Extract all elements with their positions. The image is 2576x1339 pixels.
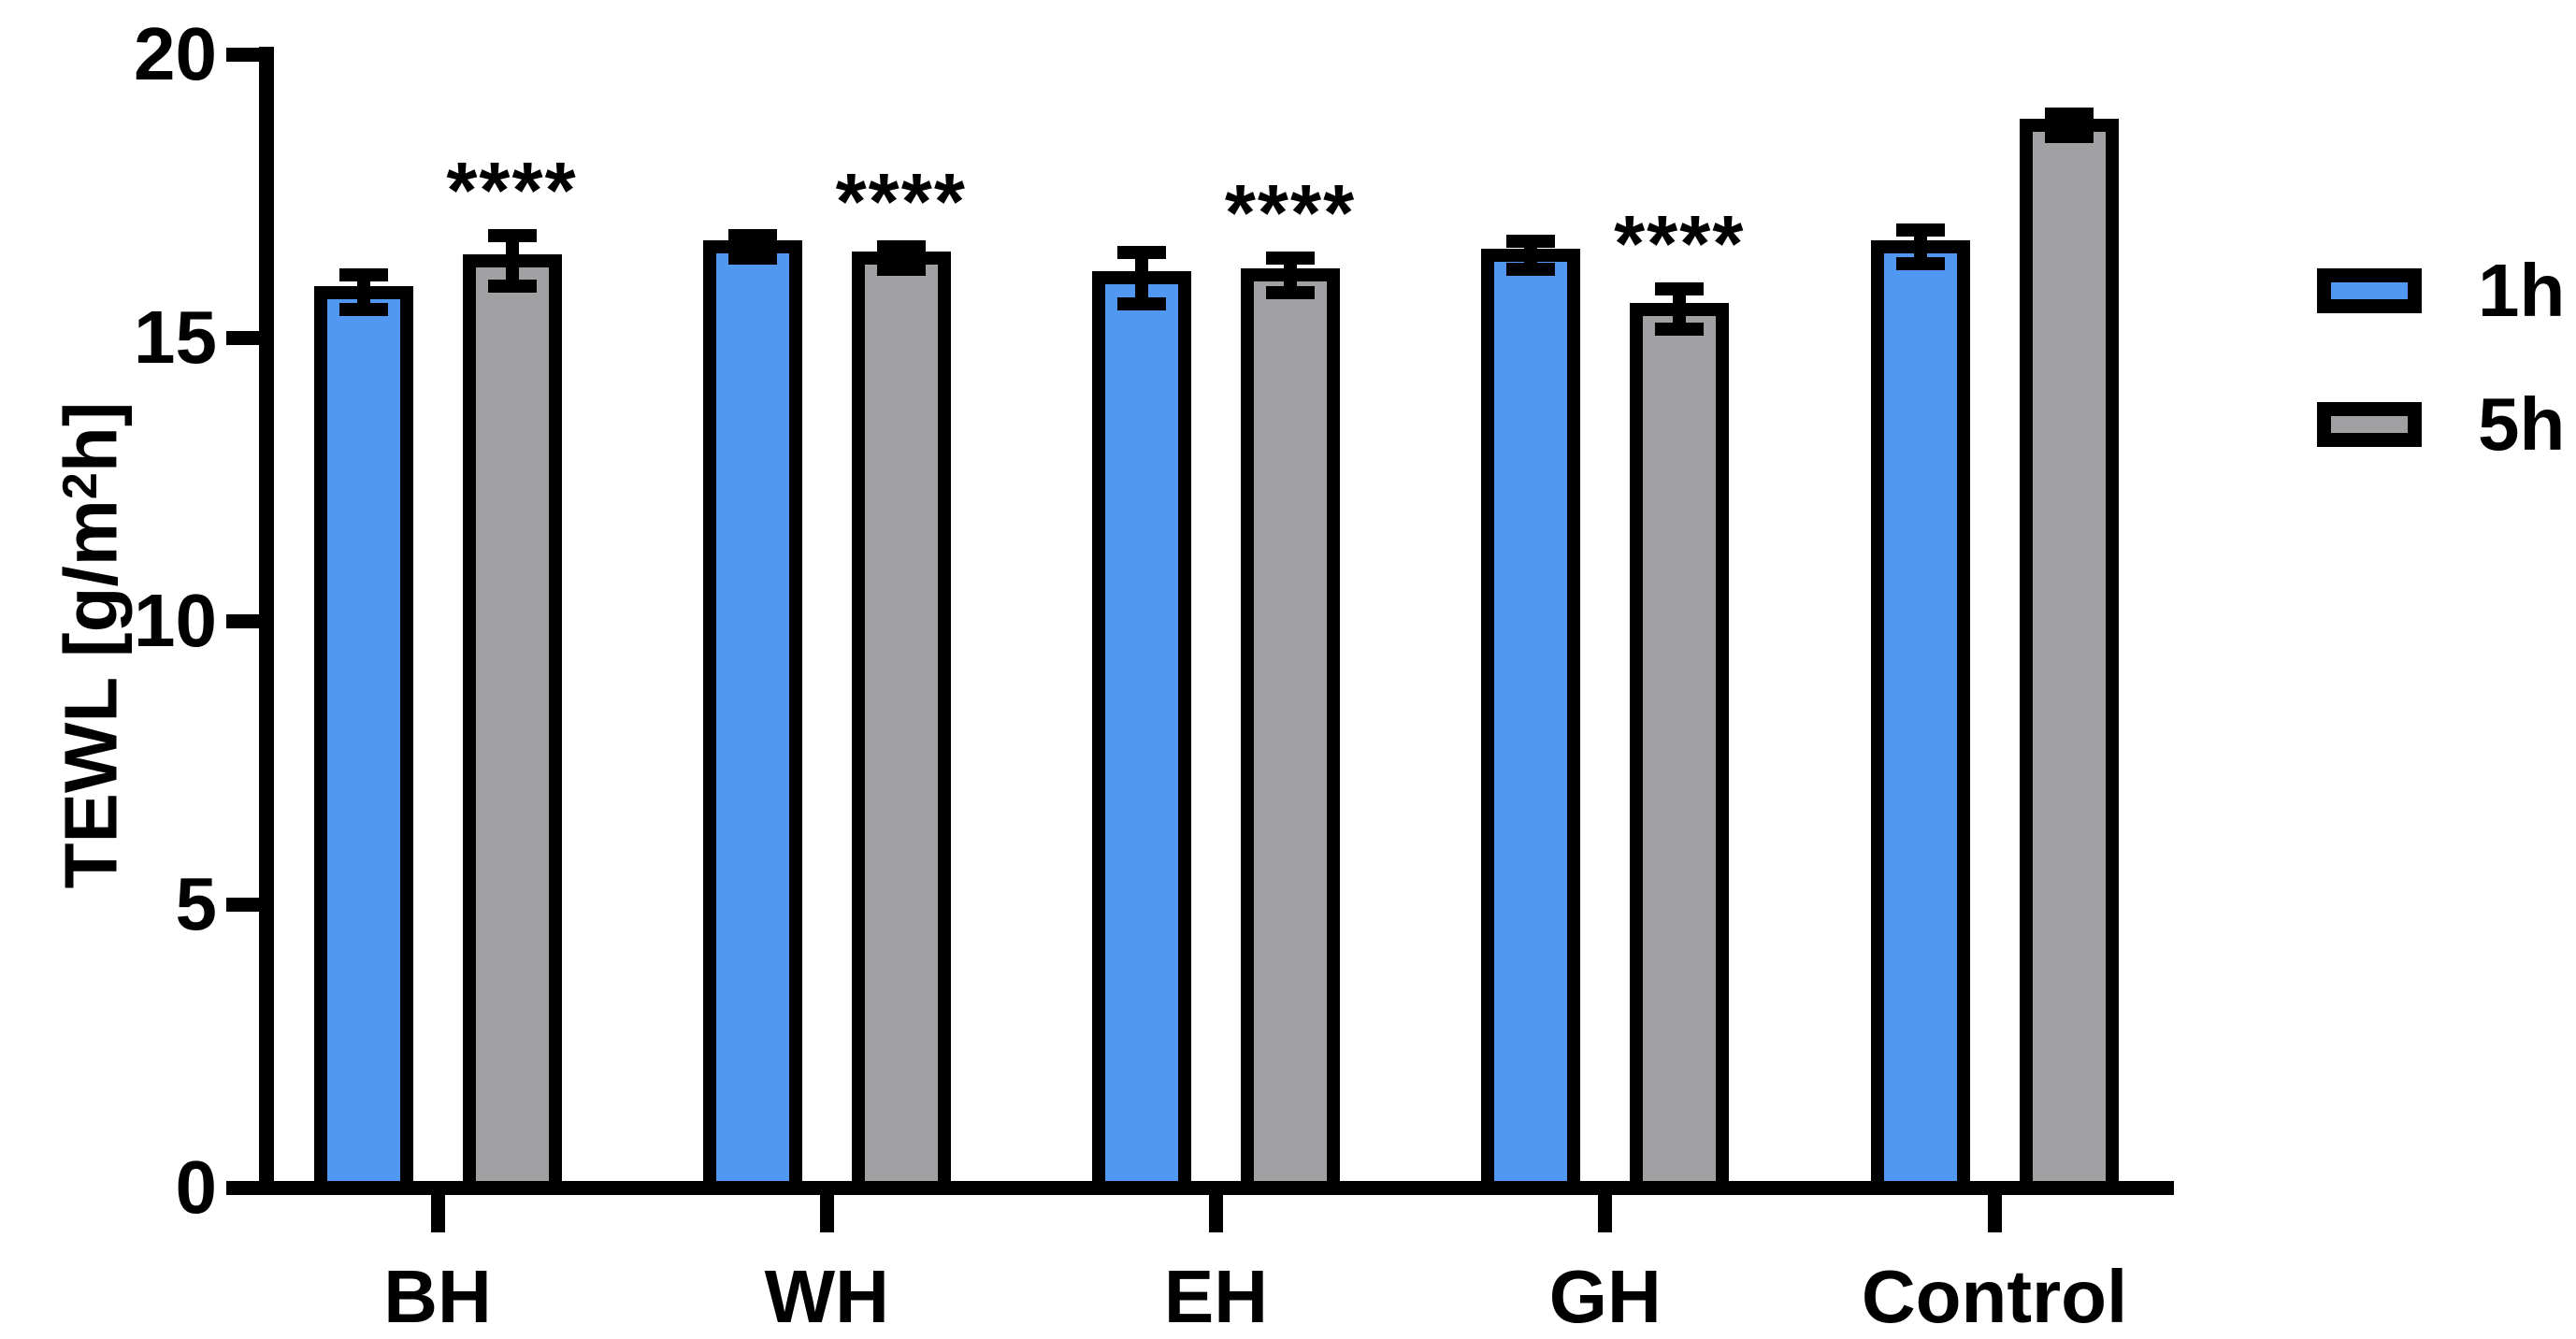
error-bar-cap-lower xyxy=(1266,285,1315,299)
error-bar-cap-lower xyxy=(1117,296,1166,310)
legend-label-1h: 1h xyxy=(2478,249,2566,332)
error-bar-stem xyxy=(1913,229,1927,265)
bar-1h-eh xyxy=(1092,271,1191,1194)
significance-marker: **** xyxy=(1224,169,1357,259)
error-bar-cap-lower xyxy=(1655,322,1705,336)
error-bar-cap-upper xyxy=(2044,107,2094,121)
y-tick-label: 0 xyxy=(175,1145,218,1229)
error-bar-cap-lower xyxy=(487,280,537,294)
error-bar-cap-upper xyxy=(727,228,777,242)
error-bar-cap-lower xyxy=(727,252,777,266)
significance-marker: **** xyxy=(835,158,967,248)
x-category-label: Control xyxy=(1861,1255,2128,1338)
bar-1h-gh xyxy=(1481,249,1581,1194)
y-tick-label: 20 xyxy=(134,12,217,95)
error-bar-cap-upper xyxy=(487,228,537,242)
error-bar-cap-upper xyxy=(1655,282,1705,296)
x-tick-mark xyxy=(1209,1195,1223,1232)
significance-marker: **** xyxy=(1614,200,1746,290)
y-tick-mark xyxy=(226,47,266,62)
y-tick-label: 5 xyxy=(175,862,218,945)
bar-5h-gh xyxy=(1630,302,1730,1194)
x-category-label: BH xyxy=(383,1255,492,1338)
y-tick-mark xyxy=(226,613,266,628)
x-tick-mark xyxy=(1598,1195,1613,1232)
error-bar-stem xyxy=(356,275,370,310)
x-tick-mark xyxy=(1987,1195,2002,1232)
bar-5h-bh xyxy=(462,254,562,1194)
error-bar-cap-upper xyxy=(1506,234,1556,248)
bar-1h-control xyxy=(1870,240,1970,1194)
bar-5h-wh xyxy=(851,252,951,1194)
error-bar-cap-lower xyxy=(1506,263,1556,277)
x-tick-mark xyxy=(819,1195,834,1232)
x-category-label: GH xyxy=(1548,1255,1662,1338)
error-bar-stem xyxy=(1673,289,1687,329)
legend-label-5h: 5h xyxy=(2478,382,2566,466)
error-bar-stem xyxy=(505,235,519,287)
bar-1h-bh xyxy=(313,285,413,1194)
x-tick-mark xyxy=(430,1195,445,1232)
y-tick-label: 10 xyxy=(134,579,217,662)
error-bar-stem xyxy=(1135,252,1148,304)
error-bar-cap-upper xyxy=(338,268,388,282)
error-bar-cap-lower xyxy=(876,263,926,277)
bar-5h-control xyxy=(2019,118,2119,1194)
y-tick-mark xyxy=(226,330,266,345)
legend-swatch-5h xyxy=(2317,402,2422,447)
error-bar-cap-upper xyxy=(1117,246,1166,260)
bar-1h-wh xyxy=(702,240,802,1194)
error-bar-stem xyxy=(1284,258,1297,293)
error-bar-cap-lower xyxy=(2044,129,2094,143)
y-tick-label: 15 xyxy=(134,295,217,379)
error-bar-cap-lower xyxy=(338,302,388,316)
legend-swatch-1h xyxy=(2317,268,2422,313)
x-category-label: WH xyxy=(764,1255,889,1338)
y-tick-mark xyxy=(226,1180,266,1195)
error-bar-cap-upper xyxy=(1266,252,1315,266)
error-bar-cap-upper xyxy=(876,240,926,254)
error-bar-cap-lower xyxy=(1895,257,1945,271)
significance-marker: **** xyxy=(446,146,578,236)
x-category-label: EH xyxy=(1163,1255,1269,1338)
error-bar-cap-upper xyxy=(1895,223,1945,237)
error-bar-stem xyxy=(1524,240,1538,270)
y-tick-mark xyxy=(226,897,266,912)
